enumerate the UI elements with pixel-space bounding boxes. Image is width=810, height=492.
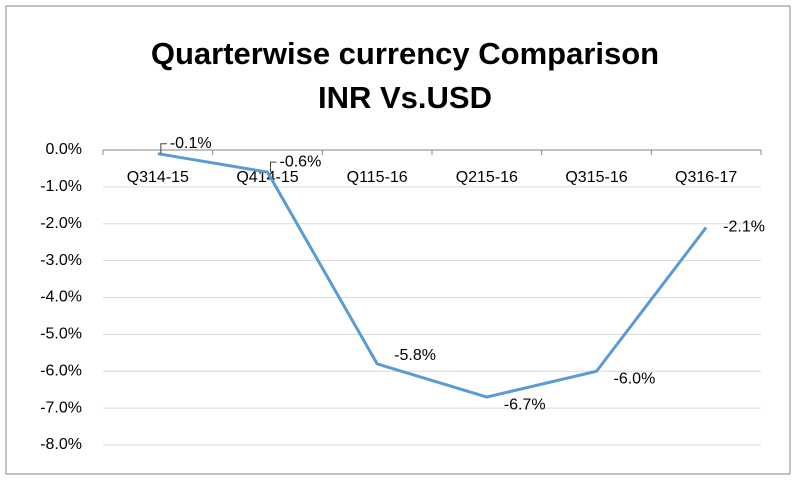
y-tick-label: -6.0% (40, 362, 82, 379)
chart-title: Quarterwise currency Comparison (151, 36, 659, 71)
data-label: -2.1% (723, 219, 765, 236)
data-label: -0.1% (170, 135, 212, 152)
y-tick-label: -8.0% (40, 436, 82, 453)
chart-title: INR Vs.USD (318, 80, 492, 115)
x-tick-label: Q115-16 (347, 169, 408, 186)
chart-border (5, 5, 791, 475)
y-tick-label: -3.0% (40, 252, 82, 269)
y-tick-label: -2.0% (40, 215, 82, 232)
x-tick-label: Q316-17 (675, 169, 737, 186)
y-tick-label: 0.0% (46, 141, 82, 158)
label-leader (270, 161, 277, 173)
x-tick-label: Q314-15 (127, 169, 189, 186)
y-tick-label: -5.0% (40, 326, 82, 343)
y-tick-label: -7.0% (40, 399, 82, 416)
data-label: -6.0% (614, 370, 656, 387)
data-label: -5.8% (394, 347, 436, 364)
data-label: -0.6% (280, 153, 322, 170)
y-tick-label: -1.0% (40, 178, 82, 195)
y-tick-label: -4.0% (40, 289, 82, 306)
label-leader (160, 143, 167, 154)
data-label: -6.7% (504, 396, 546, 413)
x-tick-label: Q215-16 (456, 169, 518, 186)
x-tick-label: Q315-16 (565, 169, 627, 186)
x-tick-label: Q414-15 (236, 169, 298, 186)
data-line (157, 152, 708, 399)
